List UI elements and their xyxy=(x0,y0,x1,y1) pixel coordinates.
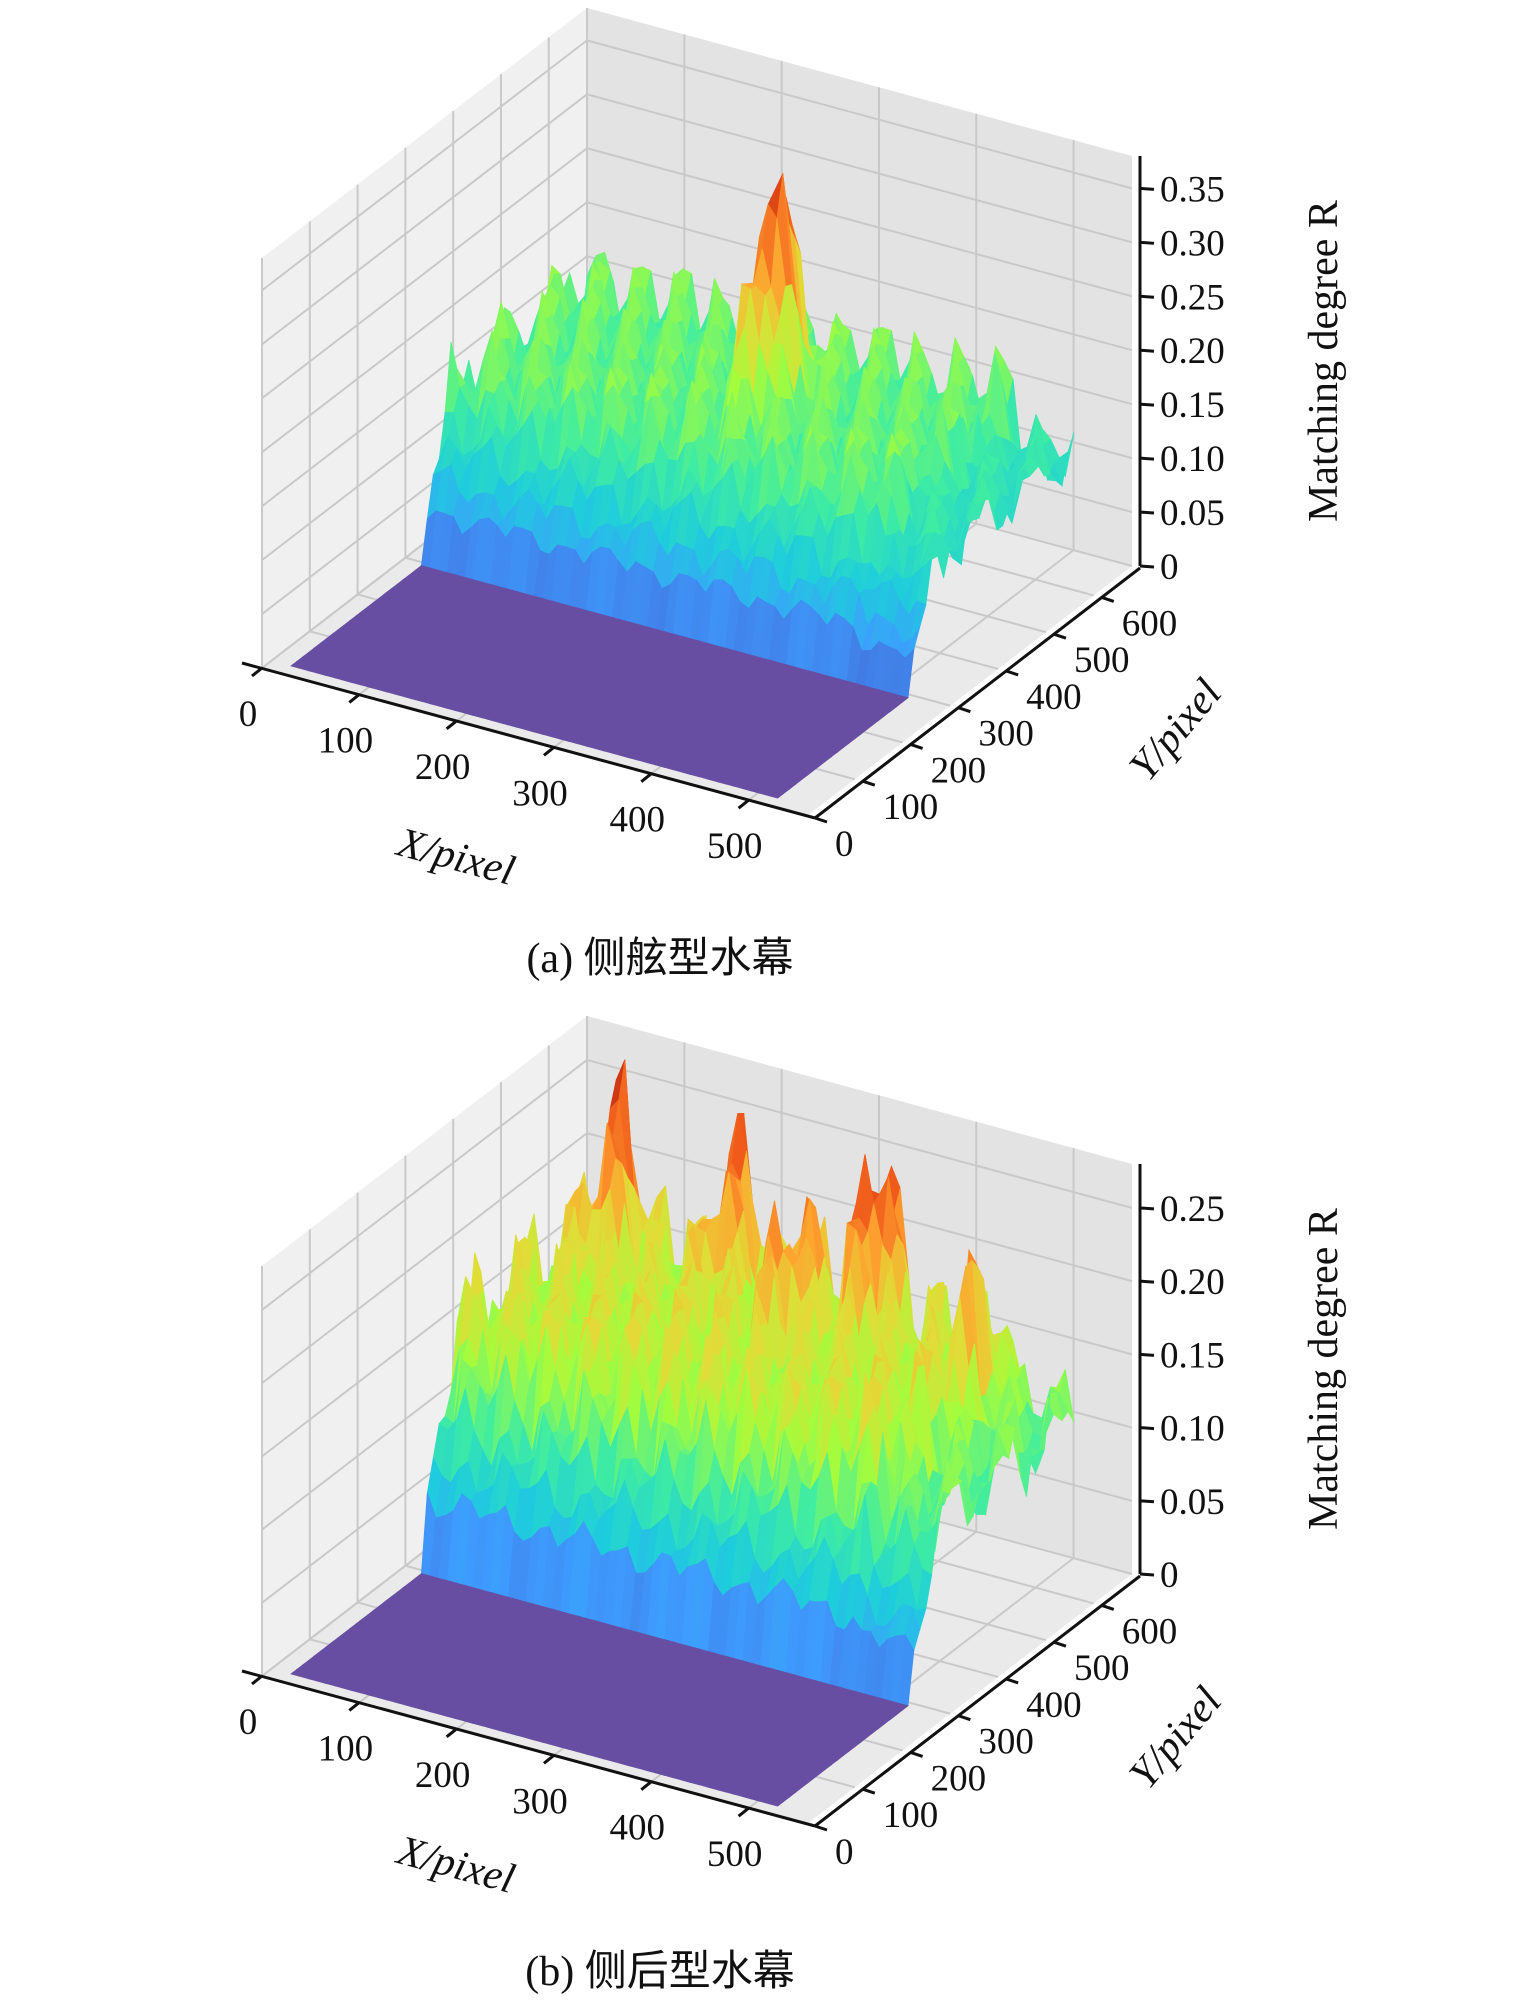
y-tick-mark xyxy=(910,743,924,750)
z-tick-label: 0.30 xyxy=(1160,223,1225,264)
x-tick-label: 200 xyxy=(415,747,471,788)
x-tick-label: 400 xyxy=(610,800,666,841)
y-tick-label: 500 xyxy=(1074,640,1130,681)
z-tick-mark xyxy=(1139,294,1155,299)
x-tick-mark xyxy=(543,746,555,757)
z-tick-label: 0.35 xyxy=(1160,169,1225,210)
y-axis-label-a: Y/pixel xyxy=(1121,671,1231,790)
z-tick-mark xyxy=(1139,402,1155,407)
x-tick-label: 0 xyxy=(239,694,258,735)
z-tick-label: 0 xyxy=(1160,547,1179,588)
left-grid-z xyxy=(261,201,588,454)
z-axis-label-a: Matching degree R xyxy=(1301,200,1347,522)
y-tick-mark xyxy=(1005,669,1019,677)
x-tick-mark xyxy=(445,719,458,731)
y-tick-mark xyxy=(1101,595,1115,603)
y-tick-label: 300 xyxy=(978,714,1034,755)
caption-a: (a) 侧舷型水幕 xyxy=(526,936,793,982)
y-tick-mark xyxy=(957,706,971,714)
surface-mesh-a xyxy=(290,172,1075,799)
left-grid-z xyxy=(261,93,588,346)
back-grid-z xyxy=(586,39,1133,190)
y-tick-label: 0 xyxy=(835,824,854,865)
z-tick-mark xyxy=(1139,564,1155,569)
x-axis-label-a: X/pixel xyxy=(391,819,520,895)
left-pane xyxy=(262,8,587,668)
y-tick-mark xyxy=(814,816,828,824)
back-grid-z xyxy=(586,201,1133,352)
x-tick-label: 300 xyxy=(512,773,568,814)
back-grid-z xyxy=(586,147,1133,298)
z-tick-label: 0.25 xyxy=(1160,277,1225,318)
x-tick-mark xyxy=(348,693,361,704)
z-tick-mark xyxy=(1139,348,1155,353)
z-tick-mark xyxy=(1139,186,1155,191)
y-tick-mark xyxy=(1053,632,1067,640)
back-grid-z xyxy=(586,93,1133,244)
x-tick-mark xyxy=(251,666,263,678)
y-tick-label: 200 xyxy=(931,750,987,791)
left-grid-z xyxy=(261,39,588,292)
left-grid-z xyxy=(261,147,588,400)
y-tick-mark xyxy=(862,779,876,787)
left-grid-z xyxy=(261,255,588,507)
z-tick-label: 0.05 xyxy=(1160,493,1225,534)
z-tick-label: 0.15 xyxy=(1160,385,1225,426)
y-tick-label: 100 xyxy=(883,787,939,828)
x-tick-mark xyxy=(737,798,750,810)
x-tick-mark xyxy=(640,772,653,783)
z-tick-label: 0.10 xyxy=(1160,439,1225,480)
y-tick-label: 400 xyxy=(1026,677,1082,718)
z-tick-mark xyxy=(1139,510,1155,515)
x-tick-label: 100 xyxy=(318,720,374,761)
z-tick-mark xyxy=(1139,240,1155,245)
z-tick-mark xyxy=(1139,456,1155,461)
x-tick-label: 500 xyxy=(707,826,763,867)
y-tick-label: 600 xyxy=(1122,603,1178,644)
z-tick-label: 0.20 xyxy=(1160,331,1225,372)
